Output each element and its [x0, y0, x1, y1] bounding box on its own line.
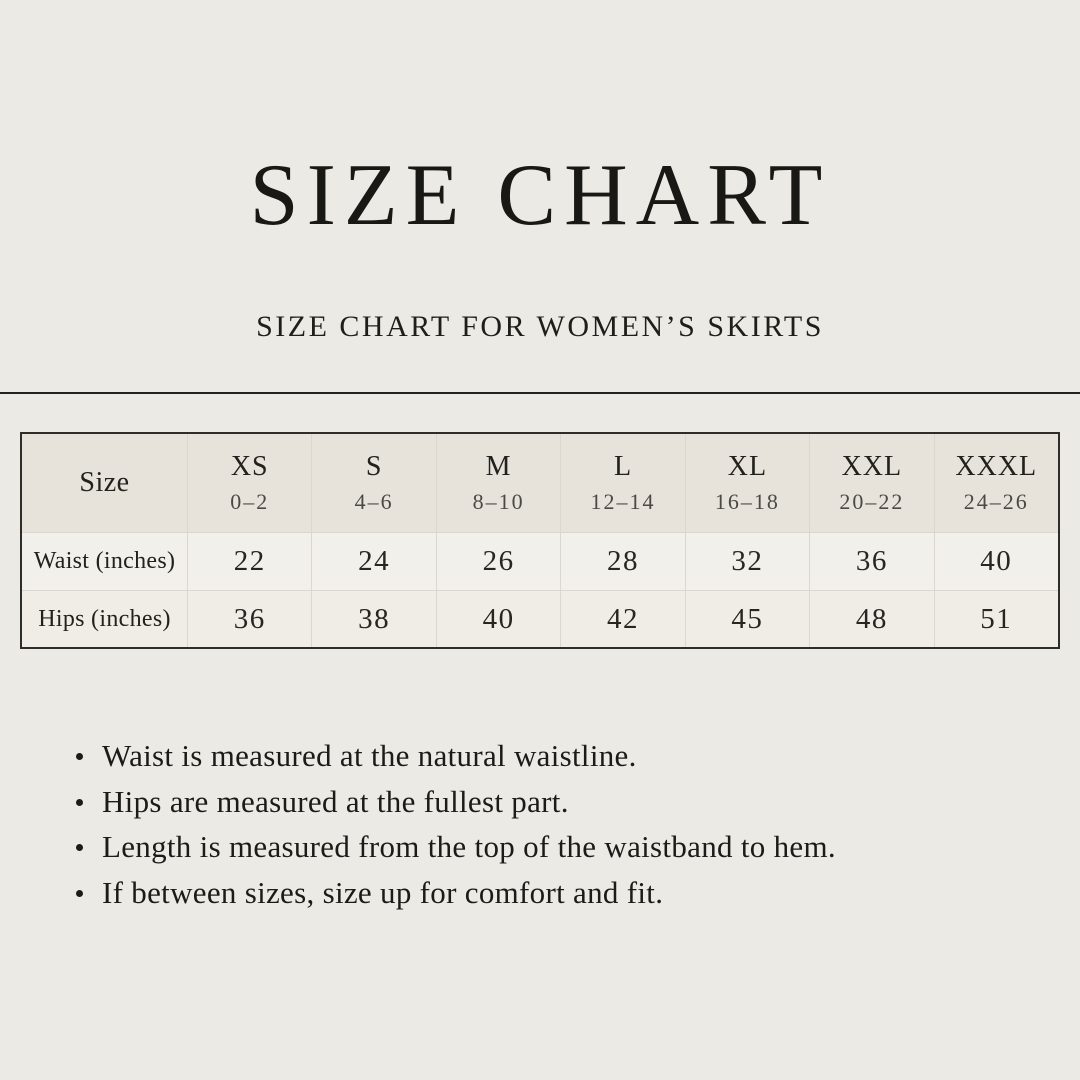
hips-value-m: 40 — [436, 591, 561, 647]
size-name: L — [613, 451, 633, 482]
cell-value: 51 — [980, 602, 1013, 635]
row-label: Hips (inches) — [38, 605, 171, 632]
page-title: SIZE CHART — [249, 147, 831, 244]
waist-value-xxxl: 40 — [934, 533, 1058, 590]
column-header-s: S 4–6 — [312, 434, 436, 532]
column-header-xs: XS 0–2 — [188, 434, 312, 532]
cell-value: 42 — [606, 602, 639, 635]
note-waist: Waist is measured at the natural waistli… — [70, 733, 1030, 779]
waist-value-xxl: 36 — [810, 533, 934, 590]
cell-value: 38 — [358, 602, 391, 635]
cell-value: 28 — [606, 545, 639, 577]
cell-value: 22 — [233, 545, 266, 577]
column-header-l: L 12–14 — [561, 434, 685, 532]
row-header-waist: Waist (inches) — [22, 533, 187, 590]
size-range: 16–18 — [714, 489, 780, 514]
size-range: 8–10 — [472, 489, 525, 514]
size-range: 0–2 — [230, 489, 270, 514]
page-subtitle: SIZE CHART FOR WOMEN’S SKIRTS — [256, 310, 824, 343]
cell-value: 48 — [855, 602, 888, 635]
column-header-xxxl: XXXL 24–26 — [934, 434, 1058, 532]
measurement-notes: Waist is measured at the natural waistli… — [70, 733, 1030, 915]
divider-line — [0, 392, 1080, 394]
size-name: XXXL — [955, 451, 1038, 482]
row-header-hips: Hips (inches) — [22, 591, 187, 647]
size-name: XS — [230, 451, 269, 482]
size-range: 24–26 — [963, 489, 1029, 514]
size-name: XXL — [841, 451, 903, 482]
waist-value-s: 24 — [312, 533, 436, 590]
waist-value-m: 26 — [436, 533, 561, 590]
waist-value-xl: 32 — [685, 533, 810, 590]
size-table: Size XS 0–2 S 4–6 M 8–10 L 12–14 XL 16–1… — [20, 432, 1060, 649]
cell-value: 40 — [482, 602, 515, 635]
waist-value-l: 28 — [561, 533, 685, 590]
size-name: S — [365, 451, 383, 482]
size-range: 20–22 — [839, 489, 905, 514]
corner-label: Size — [79, 467, 130, 498]
column-header-xxl: XXL 20–22 — [810, 434, 934, 532]
note-length: Length is measured from the top of the w… — [70, 824, 1030, 870]
size-range: 12–14 — [590, 489, 656, 514]
cell-value: 36 — [855, 545, 888, 577]
table-corner-header: Size — [22, 434, 187, 532]
cell-value: 26 — [482, 545, 515, 577]
size-name: M — [485, 451, 512, 482]
cell-value: 36 — [233, 602, 266, 635]
cell-value: 45 — [731, 602, 764, 635]
hips-value-xs: 36 — [188, 591, 312, 647]
note-between-sizes: If between sizes, size up for comfort an… — [70, 870, 1030, 916]
size-range: 4–6 — [354, 489, 394, 514]
waist-value-xs: 22 — [188, 533, 312, 590]
cell-value: 24 — [358, 545, 391, 577]
column-header-xl: XL 16–18 — [685, 434, 810, 532]
hips-value-l: 42 — [561, 591, 685, 647]
hips-value-xxl: 48 — [810, 591, 934, 647]
cell-value: 40 — [980, 545, 1013, 577]
column-header-m: M 8–10 — [436, 434, 561, 532]
hips-value-xxxl: 51 — [934, 591, 1058, 647]
hips-value-s: 38 — [312, 591, 436, 647]
size-name: XL — [727, 451, 768, 482]
note-hips: Hips are measured at the fullest part. — [70, 779, 1030, 825]
row-label: Waist (inches) — [33, 548, 176, 574]
hips-value-xl: 45 — [685, 591, 810, 647]
cell-value: 32 — [731, 545, 764, 577]
